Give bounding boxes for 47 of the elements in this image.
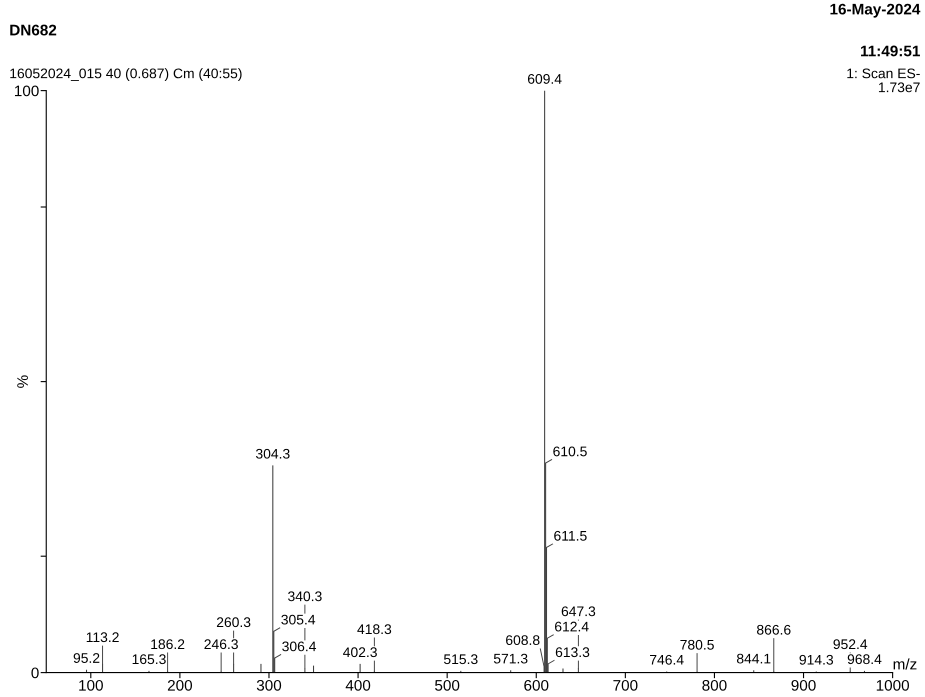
x-tick-label: 500 [435, 680, 460, 691]
x-axis-title: m/z [894, 658, 916, 670]
annotation: 780.5 [680, 640, 714, 650]
annotation: 613.3 [556, 647, 590, 658]
x-tick-label: 900 [792, 680, 816, 691]
y-axis-title: % [17, 375, 28, 388]
annotation: 609.4 [528, 74, 562, 84]
x-tick-label: 600 [524, 680, 548, 691]
x-tick-label: 200 [168, 680, 192, 691]
annotation: 306.4 [282, 641, 316, 652]
annotation: 611.5 [554, 530, 587, 541]
annotation: 113.2 [86, 632, 119, 642]
annotation: 866.6 [757, 624, 791, 635]
annotation: 647.3 [562, 606, 596, 616]
x-tick-label: 400 [346, 680, 370, 691]
text: 1: Scan ES- [847, 68, 920, 78]
annotation: 340.3 [288, 591, 322, 602]
annotation: 968.4 [848, 654, 882, 664]
annotation: 246.3 [204, 639, 238, 650]
annotation: 165.3 [132, 654, 166, 664]
chart-title: DN682 [10, 24, 56, 36]
x-tick-label: 300 [256, 680, 282, 691]
text: 11:49:51 [861, 46, 920, 56]
annotation: 186.2 [151, 639, 184, 650]
annotation: 571.3 [494, 654, 528, 664]
x-tick-label: 700 [613, 680, 638, 691]
annotation: 260.3 [216, 617, 250, 628]
annotation: 305.4 [281, 614, 316, 625]
x-tick-label: 1000 [876, 680, 910, 691]
annotation: 610.5 [553, 446, 587, 456]
annotation: 914.3 [800, 654, 834, 665]
annotation: 304.3 [256, 448, 290, 459]
annotation: 515.3 [444, 654, 478, 664]
x-tick-label: 100 [79, 680, 103, 691]
annotation: 746.4 [650, 654, 684, 665]
annotation: 418.3 [357, 624, 392, 634]
y-tick-label: 0 [31, 667, 39, 678]
annotation: 844.1 [736, 654, 770, 664]
annotation: 402.3 [343, 647, 377, 658]
annotation: 1.73e7 [878, 82, 920, 92]
text: 16-May-2024 [830, 4, 920, 18]
annotation: 612.4 [555, 622, 589, 632]
chart-subtitle: 16052024_015 40 (0.687) Cm (40:55) [10, 68, 242, 82]
x-tick-label: 800 [702, 680, 727, 691]
annotation: 95.2 [74, 653, 100, 663]
annotation: 952.4 [833, 639, 868, 650]
annotation: 608.8 [506, 635, 540, 646]
